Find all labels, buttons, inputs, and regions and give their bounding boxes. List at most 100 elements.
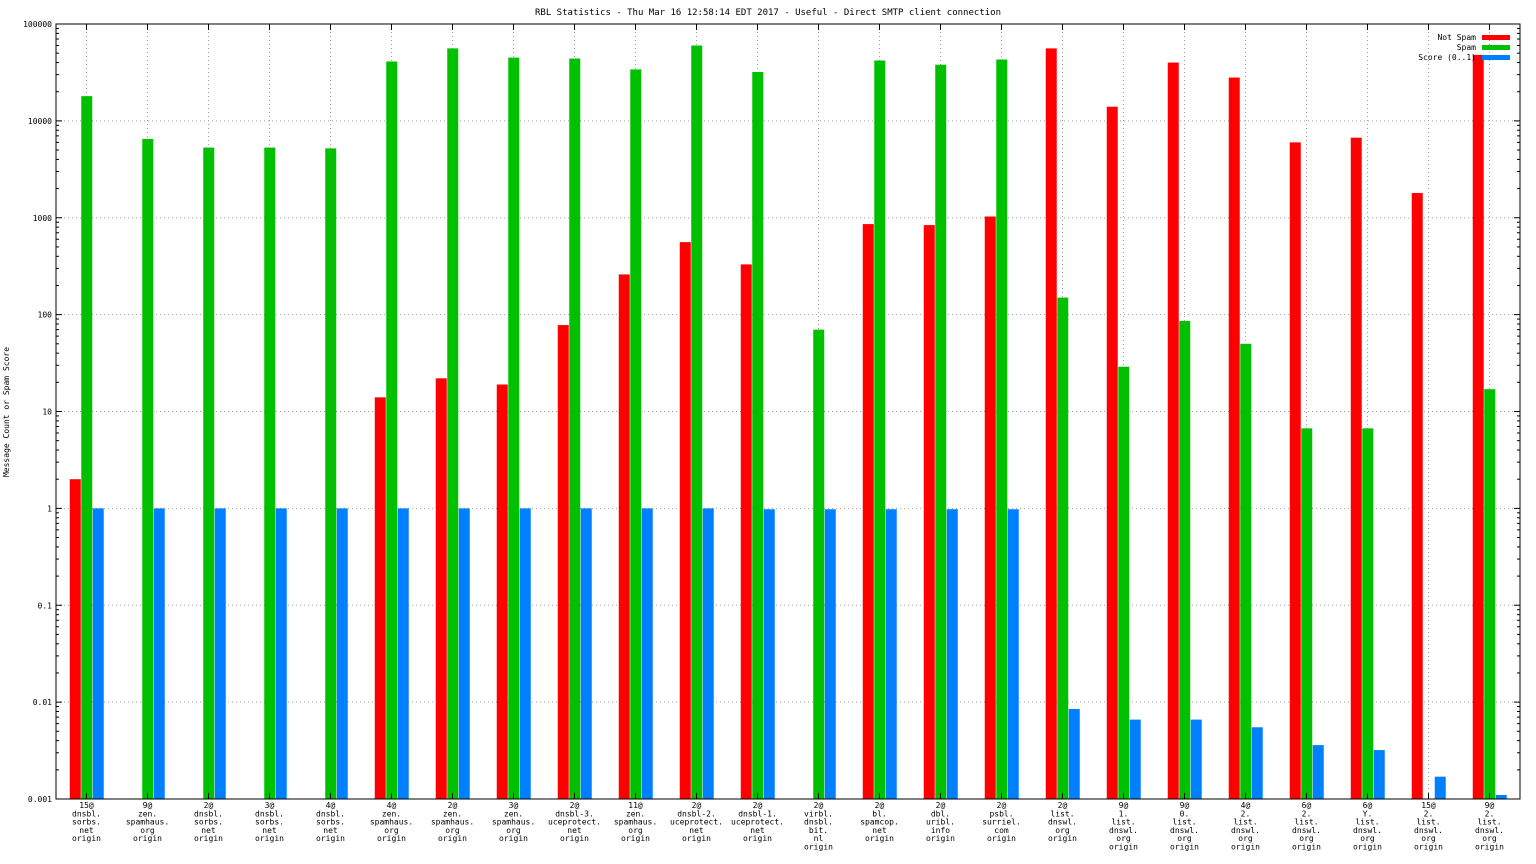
bar bbox=[641, 508, 653, 799]
bar bbox=[923, 225, 935, 799]
bar bbox=[569, 58, 581, 799]
bar bbox=[1068, 708, 1080, 799]
bar bbox=[264, 147, 276, 800]
bar bbox=[580, 508, 592, 799]
y-tick-label: 0.01 bbox=[33, 698, 52, 707]
bar bbox=[752, 71, 764, 799]
bar bbox=[374, 397, 386, 799]
bar bbox=[862, 224, 874, 799]
bar bbox=[557, 325, 569, 799]
bar bbox=[142, 138, 154, 799]
bar bbox=[81, 96, 93, 799]
bar bbox=[508, 57, 520, 800]
bar bbox=[92, 508, 104, 799]
bars-layer bbox=[69, 45, 1507, 800]
y-tick-label: 10000 bbox=[28, 117, 52, 126]
bar bbox=[874, 60, 886, 799]
bar bbox=[153, 508, 165, 799]
bar bbox=[1495, 794, 1507, 799]
x-tick-label: 9@ zen. spamhaus. org origin bbox=[126, 801, 169, 843]
x-tick-label: 2@ list. dnswl. org origin bbox=[1048, 801, 1077, 843]
bar bbox=[519, 508, 531, 799]
y-tick-label: 1000 bbox=[33, 214, 52, 223]
legend-label: Spam bbox=[1457, 43, 1476, 52]
legend-swatch bbox=[1482, 55, 1510, 60]
bar bbox=[996, 59, 1008, 799]
x-tick-label: 15@ 2. list. dnswl. org origin bbox=[1414, 801, 1443, 852]
bar bbox=[435, 378, 447, 799]
x-tick-label: 2@ dbl. uribl. info origin bbox=[926, 801, 955, 843]
bar bbox=[1362, 428, 1374, 799]
bar bbox=[618, 274, 630, 800]
x-tick-label: 9@ 0. list. dnswl. org origin bbox=[1170, 801, 1199, 852]
plot-border bbox=[55, 23, 1521, 800]
grid-layer bbox=[56, 24, 1520, 799]
x-tick-label: 2@ dnsbl-2. uceprotect. net origin bbox=[670, 801, 723, 843]
bar bbox=[1484, 389, 1496, 799]
bar bbox=[984, 216, 996, 799]
x-tick-label: 2@ zen. spamhaus. org origin bbox=[431, 801, 474, 843]
bar bbox=[1373, 750, 1385, 799]
x-tick-label: 2@ dnsbl-3. uceprotect. net origin bbox=[548, 801, 601, 843]
bar bbox=[1057, 297, 1069, 799]
y-tick-label: 1 bbox=[47, 504, 52, 513]
bar bbox=[69, 479, 81, 799]
x-tick-label: 9@ 2. list. dnswl. org origin bbox=[1475, 801, 1504, 852]
bar bbox=[1289, 142, 1301, 800]
bar bbox=[679, 242, 691, 799]
bar bbox=[1007, 509, 1019, 799]
bar bbox=[1411, 193, 1423, 799]
x-tick-label: 11@ zen. spamhaus. org origin bbox=[614, 801, 657, 843]
bar bbox=[1167, 62, 1179, 800]
x-tick-label: 15@ dnsbl. sorbs. net origin bbox=[72, 801, 101, 843]
bar bbox=[885, 509, 897, 799]
legend-swatch bbox=[1482, 35, 1510, 40]
legend-label: Score (0..1) bbox=[1418, 53, 1476, 62]
bar bbox=[1301, 428, 1313, 799]
bar bbox=[496, 384, 508, 799]
x-tick-label: 2@ virbl. dnsbl. bit. nl origin bbox=[804, 801, 833, 852]
bar bbox=[740, 264, 752, 800]
bar bbox=[1434, 776, 1446, 799]
bar bbox=[1179, 320, 1191, 799]
bar bbox=[813, 329, 825, 799]
bar bbox=[763, 509, 775, 799]
x-tick-label: 3@ dnsbl. sorbs. net origin bbox=[255, 801, 284, 843]
bar bbox=[1190, 719, 1202, 799]
bar bbox=[1350, 137, 1362, 799]
y-tick-label: 10 bbox=[42, 408, 52, 417]
y-tick-label: 100000 bbox=[23, 20, 52, 29]
bar bbox=[935, 64, 947, 799]
x-tick-label: 9@ 1. list. dnswl. org origin bbox=[1109, 801, 1138, 852]
x-tick-label: 4@ zen. spamhaus. org origin bbox=[370, 801, 413, 843]
x-tick-label: 2@ dnsbl. sorbs. net origin bbox=[194, 801, 223, 843]
bar bbox=[1045, 48, 1057, 799]
bar bbox=[630, 69, 642, 799]
x-tick-label: 2@ bl. spamcop. net origin bbox=[860, 801, 899, 843]
x-tick-label: 4@ dnsbl. sorbs. net origin bbox=[316, 801, 345, 843]
bar bbox=[1240, 343, 1252, 799]
chart-title: RBL Statistics - Thu Mar 16 12:58:14 EDT… bbox=[535, 8, 1001, 18]
bar bbox=[1129, 719, 1141, 799]
bar bbox=[1312, 745, 1324, 799]
x-tick-label: 6@ 2. list. dnswl. org origin bbox=[1292, 801, 1321, 852]
bar bbox=[275, 508, 287, 799]
bar bbox=[397, 508, 409, 799]
bar bbox=[691, 45, 703, 800]
bar bbox=[325, 148, 337, 799]
bar bbox=[1251, 727, 1263, 799]
bar bbox=[946, 509, 958, 799]
bar bbox=[458, 508, 470, 799]
x-tick-label: 2@ psbl. surriel. com origin bbox=[982, 801, 1021, 843]
legend-label: Not Spam bbox=[1437, 33, 1476, 42]
bar bbox=[1118, 366, 1130, 799]
x-tick-label: 2@ dnsbl-1. uceprotect. net origin bbox=[731, 801, 784, 843]
x-tick-label: 3@ zen. spamhaus. org origin bbox=[492, 801, 535, 843]
bar bbox=[1472, 54, 1484, 799]
bar bbox=[336, 508, 348, 799]
bar bbox=[702, 508, 714, 799]
axis-layer: 0.001 0.01 0.1 1 10 100 1000 10000 100000 15@ dnsb… bbox=[23, 20, 1521, 852]
